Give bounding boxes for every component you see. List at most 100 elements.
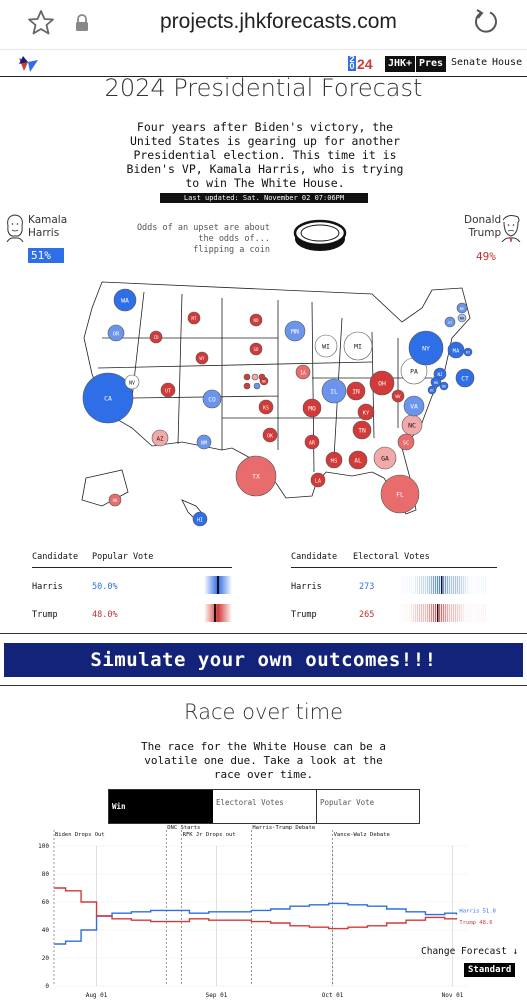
state-bubble-2[interactable] [251,373,259,381]
event-label: Vance-Walz Debate [334,832,390,838]
state-bubble-wy[interactable]: WY [195,351,209,365]
state-bubble-nv[interactable]: NV [124,374,140,390]
trump-name: Donald Trump [464,214,502,239]
simulate-button[interactable]: Simulate your own outcomes!!! [4,643,523,677]
state-bubble-ia[interactable]: IA [295,364,311,380]
nav-pres[interactable]: Pres [416,56,447,72]
state-bubble-ky[interactable]: KY [357,403,375,421]
state-bubble-la[interactable]: LA [310,472,326,488]
state-label: OR [113,332,120,338]
state-label: ID [153,335,159,340]
col-electoral-votes: Electoral Votes [353,552,430,562]
reload-icon[interactable] [472,8,500,36]
state-bubble-mo[interactable]: MO [302,398,322,418]
state-bubble-nd[interactable]: ND [249,313,263,327]
state-label: WV [395,394,401,399]
state-label: IA [300,370,306,376]
state-bubble-me[interactable]: ME [456,302,468,314]
state-label: MN [291,328,299,336]
state-bubble-az[interactable]: AZ [151,429,169,447]
state-bubble-sc[interactable]: SC [397,433,415,451]
state-label: WA [121,297,129,305]
bookmark-star-icon[interactable] [26,8,56,38]
state-bubble-ks[interactable]: KS [258,399,274,415]
state-label: MS [331,459,338,465]
divider [0,685,527,686]
state-bubble-dc[interactable]: DC [427,385,437,395]
state-bubble-or[interactable]: OR [107,324,125,342]
state-bubble-ma[interactable]: MA [447,341,465,359]
state-bubble-mn[interactable]: MN [284,320,306,342]
col-popular-vote: Popular Vote [92,552,154,562]
state-bubble-sd[interactable]: SD [249,342,263,356]
tab-electoral-votes[interactable]: Electoral Votes [213,790,317,823]
state-bubble-va[interactable]: VA [403,395,425,417]
electoral-map[interactable]: WA OR CA NV ID MT WY UT AZ CO NM ND SD NE KS OK TX MN IA MO… [72,278,492,534]
state-bubble-ny[interactable]: NY [408,330,444,366]
state-bubble-wi[interactable]: WI [314,334,338,358]
state-bubble-ok[interactable]: OK [262,427,278,443]
state-bubble-id[interactable]: ID [149,330,163,344]
state-bubble-nm[interactable]: NM [196,434,212,450]
state-label: VA [410,403,418,411]
nav-jhk-plus[interactable]: JHK+ [385,56,416,72]
harris-electoral-distribution [403,576,487,594]
state-bubble-al[interactable]: AL [348,450,368,470]
state-label: MD [434,381,438,385]
state-bubble-wa[interactable]: WA [113,288,137,312]
jhk-logo-icon[interactable] [16,54,40,74]
row-harris-electoral: 273 [359,582,375,592]
state-bubble-ca[interactable]: CA [82,372,134,424]
state-bubble-ut[interactable]: UT [160,382,176,398]
x-tick-label: Oct 01 [322,992,344,999]
state-bubble-tx[interactable]: TX [235,455,277,497]
col-candidate: Candidate [32,552,79,562]
state-bubble-ms[interactable]: MS [325,451,343,469]
state-bubble-ga[interactable]: GA [373,446,397,470]
state-bubble-vt[interactable]: VT [444,316,456,328]
state-bubble-wv[interactable]: WV [391,389,405,403]
state-bubble-nc[interactable]: NC [401,414,423,436]
state-bubble-hi[interactable]: HI [192,511,208,527]
tab-win[interactable]: Win [109,790,213,823]
state-label: CO [208,397,216,404]
state-bubble-de[interactable]: DE [439,381,449,391]
state-label: PA [410,368,418,376]
state-label: HI [197,517,203,523]
state-bubble-nh[interactable]: NH [457,313,467,323]
state-bubble-3[interactable] [243,382,251,390]
nav-2024-link[interactable]: 2 0 24 [348,54,373,72]
state-bubble-md[interactable]: MD [430,376,442,388]
forecast-mode-standard[interactable]: Standard [464,963,516,977]
site-nav: 2 0 24 JHK+ Pres Senate House [0,51,527,77]
header-divider [291,567,497,568]
state-label: WI [322,343,330,351]
state-bubble-mt[interactable]: MT [187,311,201,325]
state-bubble-mi[interactable]: MI [343,331,373,361]
state-label: NC [408,422,416,430]
state-label: NE [262,379,266,383]
state-bubble-oh[interactable]: OH [369,370,395,396]
state-bubble-1[interactable] [243,373,251,381]
x-tick-label: Nov 01 [442,992,464,999]
state-bubble-ct[interactable]: CT [455,368,475,388]
state-bubble-1[interactable] [253,382,261,390]
change-forecast-dropdown[interactable]: Change Forecast ↓ [421,946,519,957]
state-bubble-il[interactable]: IL [321,378,347,404]
state-bubble-2[interactable] [258,373,266,381]
state-bubble-fl[interactable]: FL [380,474,420,514]
header-divider [32,567,232,568]
state-bubble-ak[interactable]: AK [108,493,122,507]
nav-senate[interactable]: Senate [451,57,488,68]
state-bubble-ar[interactable]: AR [304,434,320,450]
harris-name: Kamala Harris [28,214,68,239]
state-bubble-ri[interactable]: RI [463,347,473,357]
tab-popular-vote[interactable]: Popular Vote [320,798,375,807]
state-bubble-co[interactable]: CO [202,389,222,409]
state-bubble-in[interactable]: IN [346,381,366,401]
state-bubble-tn[interactable]: TN [352,420,372,440]
lock-icon[interactable] [74,14,90,32]
address-bar[interactable]: projects.jhkforecasts.com [160,10,397,33]
state-label: DE [442,384,446,388]
nav-house[interactable]: House [492,57,523,68]
